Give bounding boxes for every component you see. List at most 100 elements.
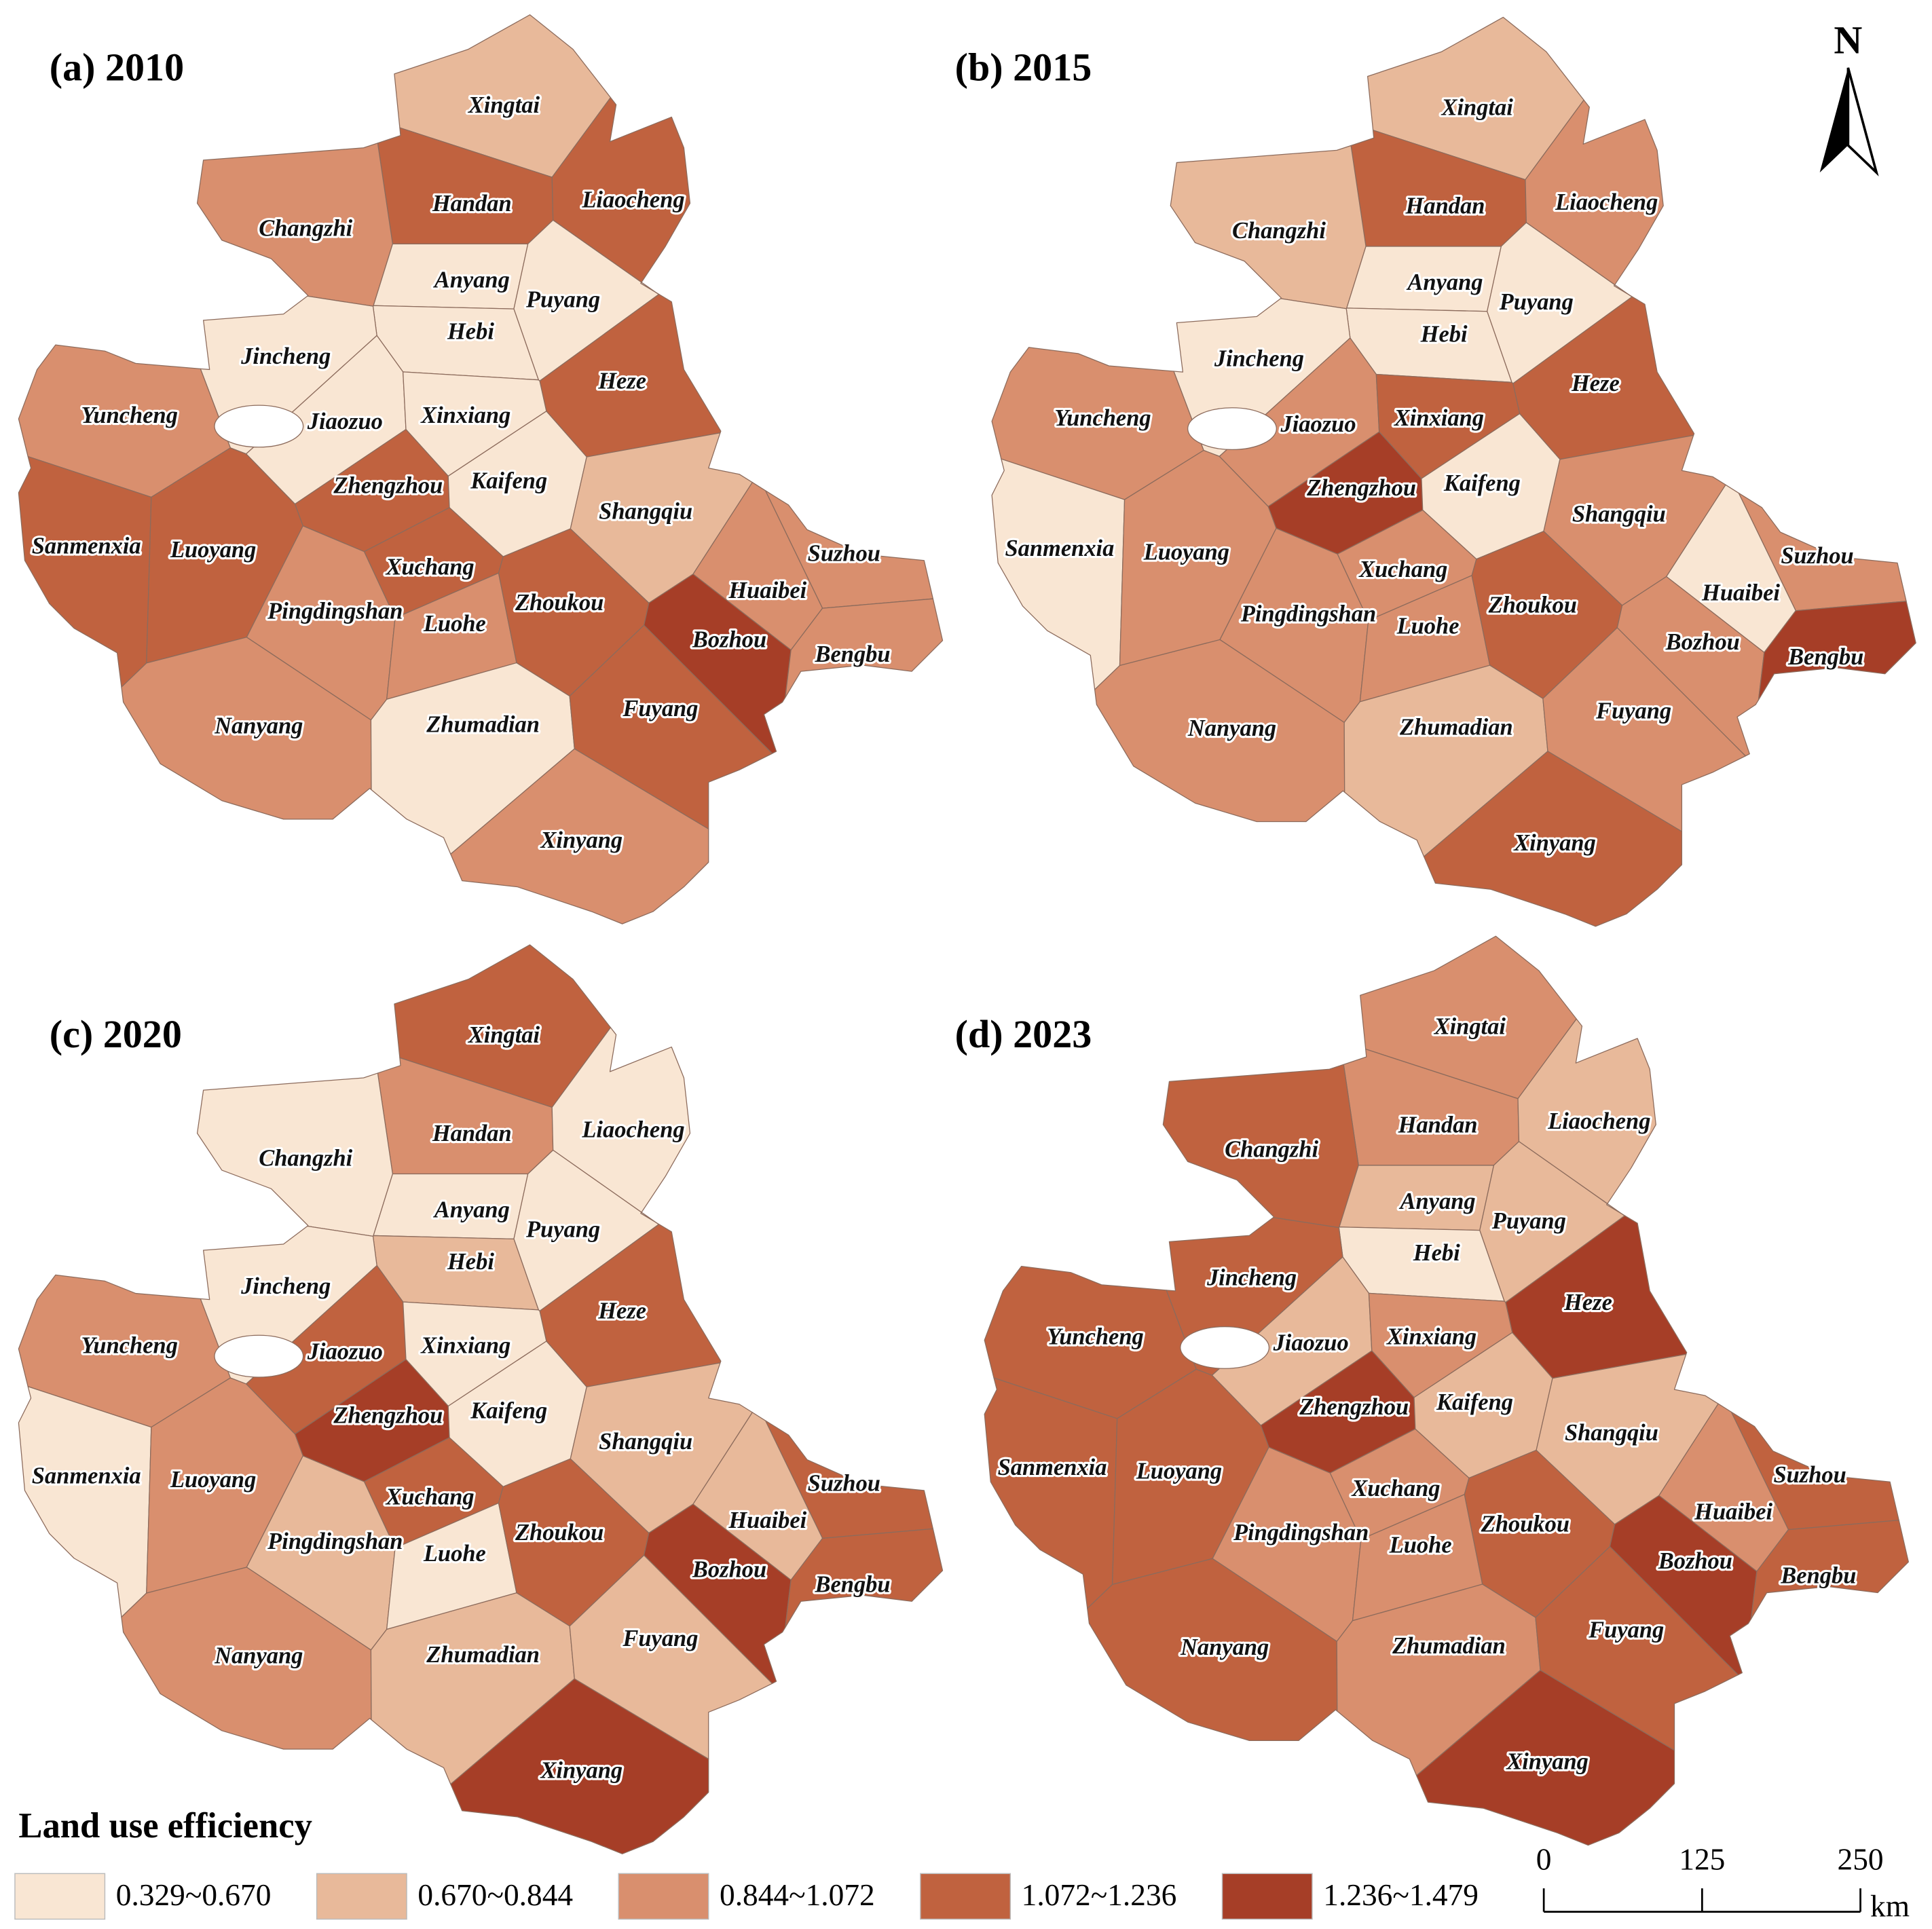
region xyxy=(121,1567,372,1750)
legend-label: 1.072~1.236 xyxy=(1022,1878,1177,1912)
region xyxy=(1423,751,1683,927)
region-label: Luohe xyxy=(1389,1532,1452,1558)
region-label: Nanyang xyxy=(1187,715,1276,741)
region-label: Hebi xyxy=(447,1249,494,1275)
region-label: Heze xyxy=(1563,1290,1612,1315)
region-label: Bengbu xyxy=(814,1571,890,1597)
region-label: Handan xyxy=(432,191,512,217)
region-label: Bengbu xyxy=(1780,1563,1856,1589)
region-label: Xingtai xyxy=(468,92,540,118)
legend-swatch xyxy=(316,1873,407,1920)
region-label: Heze xyxy=(597,368,646,394)
region-label: Zhoukou xyxy=(515,1520,603,1546)
map-hole xyxy=(1180,1326,1270,1369)
region-label: Kaifeng xyxy=(470,468,547,493)
region-label: Heze xyxy=(1571,371,1620,396)
region xyxy=(1750,1520,1909,1619)
region-label: Anyang xyxy=(433,1197,510,1223)
region-label: Anyang xyxy=(1399,1188,1476,1214)
region-label: Zhumadian xyxy=(426,712,540,738)
map-panel: Xingtai Handan Liaocheng Changzhi Anyang Puya… xyxy=(991,16,1916,927)
region-label: Anyang xyxy=(433,267,510,293)
region-label: Nanyang xyxy=(214,713,303,738)
legend-label: 1.236~1.479 xyxy=(1323,1878,1479,1912)
region-label: Puyang xyxy=(1499,289,1574,315)
region-label: Heze xyxy=(597,1298,646,1324)
region-label: Liaocheng xyxy=(581,1117,684,1143)
region-label: Liaocheng xyxy=(1555,189,1658,215)
region-label: Puyang xyxy=(525,1217,600,1243)
map-panel: Xingtai Handan Liaocheng Changzhi Anyang Puya… xyxy=(18,944,944,1854)
region-label: Xinyang xyxy=(540,827,623,853)
north-arrow xyxy=(1846,67,1879,176)
region-label: Shangqiu xyxy=(599,1429,692,1455)
region-label: Liaocheng xyxy=(581,187,684,213)
region-label: Suzhou xyxy=(1781,543,1853,569)
legend-label: 0.670~0.844 xyxy=(417,1878,573,1912)
region-label: Shangqiu xyxy=(599,499,692,525)
region-label: Luoyang xyxy=(1136,1458,1222,1484)
region-label: Sanmenxia xyxy=(1005,536,1114,561)
region-label: Handan xyxy=(1398,1112,1478,1138)
region-label: Xuchang xyxy=(385,554,474,580)
region-label: Yuncheng xyxy=(1047,1324,1143,1350)
map-hole xyxy=(214,1334,304,1378)
legend-label: 0.844~1.072 xyxy=(720,1878,875,1912)
region-label: Xingtai xyxy=(468,1022,540,1048)
region-label: Kaifeng xyxy=(1436,1389,1513,1415)
region-label: Pingdingshan xyxy=(1240,601,1376,626)
region-label: Xinxiang xyxy=(1386,1324,1476,1350)
north-label: N xyxy=(1834,18,1862,62)
region-label: Xuchang xyxy=(385,1484,474,1510)
region-label: Pingdingshan xyxy=(1233,1520,1369,1546)
region-label: Zhoukou xyxy=(1488,593,1577,618)
legend-swatch xyxy=(920,1873,1011,1920)
region-label: Jiaozuo xyxy=(307,1338,383,1364)
region xyxy=(1094,639,1345,823)
region-label: Xuchang xyxy=(1358,557,1447,582)
region-label: Suzhou xyxy=(808,1471,880,1497)
map-hole xyxy=(214,405,304,448)
region-label: Zhumadian xyxy=(1392,1633,1506,1659)
region-label: Anyang xyxy=(1406,269,1483,295)
region-label: Changzhi xyxy=(259,215,352,241)
region-label: Fuyang xyxy=(1588,1617,1664,1643)
region-label: Kaifeng xyxy=(1443,470,1521,496)
scale-label: 125 xyxy=(1679,1842,1725,1876)
region xyxy=(450,748,709,924)
region-label: Hebi xyxy=(1413,1240,1460,1266)
scale-label: 250 xyxy=(1838,1842,1884,1876)
region-label: Luoyang xyxy=(170,1467,256,1493)
region-label: Handan xyxy=(432,1121,512,1146)
region-label: Xinxiang xyxy=(420,402,510,428)
map-panel: Xingtai Handan Liaocheng Changzhi Anyang Puya… xyxy=(18,14,944,924)
region-label: Puyang xyxy=(1491,1208,1566,1234)
region-label: Nanyang xyxy=(214,1643,303,1669)
region-label: Suzhou xyxy=(1773,1462,1846,1488)
region-label: Kaifeng xyxy=(470,1398,547,1423)
region-label: Bozhou xyxy=(692,626,766,652)
region-label: Sanmenxia xyxy=(998,1455,1107,1480)
region-label: Hebi xyxy=(1420,321,1468,347)
region-label: Huaibei xyxy=(728,1507,806,1533)
region-label: Jiaozuo xyxy=(1273,1330,1349,1356)
region-label: Changzhi xyxy=(1232,218,1326,244)
legend-label: 0.329~0.670 xyxy=(116,1878,272,1912)
region-label: Fuyang xyxy=(622,696,698,722)
region-label: Suzhou xyxy=(808,540,880,566)
region-label: Yuncheng xyxy=(81,402,178,428)
legend-swatch xyxy=(618,1873,709,1920)
region-label: Bozhou xyxy=(1658,1548,1732,1574)
region-label: Fuyang xyxy=(622,1626,698,1651)
region-label: Liaocheng xyxy=(1547,1108,1650,1134)
region xyxy=(785,598,944,698)
region-label: Jiaozuo xyxy=(307,409,383,434)
map-panel: Xingtai Handan Liaocheng Changzhi Anyang Puya… xyxy=(984,935,1909,1846)
region-label: Zhumadian xyxy=(1399,714,1513,740)
region-label: Huaibei xyxy=(1694,1499,1772,1524)
panel-title: (a) 2010 xyxy=(50,45,184,90)
region-label: Luohe xyxy=(1396,613,1460,639)
region-label: Shangqiu xyxy=(1565,1420,1658,1446)
legend-swatch xyxy=(14,1873,106,1920)
